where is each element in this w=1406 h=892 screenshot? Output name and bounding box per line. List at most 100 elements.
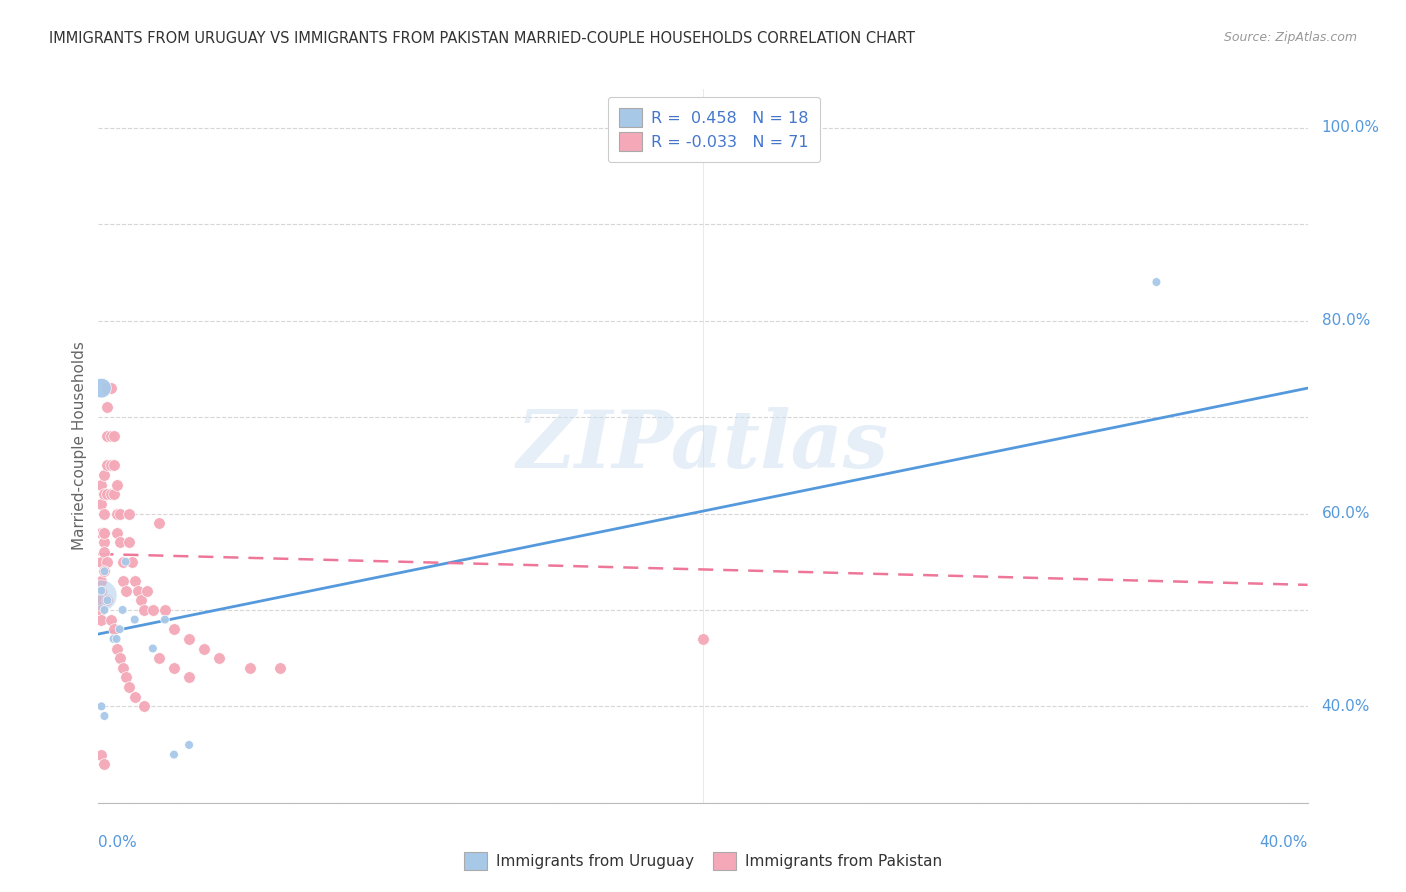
Point bbox=[177, 632, 201, 646]
Point bbox=[177, 738, 201, 752]
Point bbox=[103, 458, 125, 473]
Point bbox=[100, 458, 122, 473]
Text: 40.0%: 40.0% bbox=[1260, 836, 1308, 850]
Point bbox=[96, 487, 118, 501]
Text: 100.0%: 100.0% bbox=[1322, 120, 1379, 136]
Point bbox=[90, 555, 112, 569]
Point bbox=[118, 535, 141, 549]
Point bbox=[129, 593, 152, 607]
Point bbox=[93, 709, 115, 723]
Point bbox=[93, 525, 115, 540]
Point bbox=[105, 641, 128, 656]
Point bbox=[90, 699, 112, 714]
Point bbox=[269, 661, 291, 675]
Point bbox=[96, 458, 118, 473]
Point bbox=[142, 603, 165, 617]
Point bbox=[111, 661, 134, 675]
Point bbox=[111, 603, 134, 617]
Point bbox=[163, 661, 186, 675]
Text: 40.0%: 40.0% bbox=[1322, 698, 1369, 714]
Point bbox=[90, 525, 112, 540]
Point bbox=[121, 555, 143, 569]
Point bbox=[100, 487, 122, 501]
Point bbox=[239, 661, 262, 675]
Point bbox=[105, 477, 128, 491]
Point bbox=[148, 651, 170, 665]
Point bbox=[90, 497, 112, 511]
Point bbox=[692, 632, 714, 646]
Point bbox=[114, 555, 136, 569]
Point bbox=[135, 583, 157, 598]
Point bbox=[111, 555, 134, 569]
Point bbox=[100, 429, 122, 443]
Point bbox=[96, 381, 118, 395]
Point bbox=[108, 622, 131, 636]
Point bbox=[103, 632, 125, 646]
Point bbox=[96, 401, 118, 415]
Point bbox=[90, 583, 112, 598]
Point bbox=[105, 632, 128, 646]
Text: 0.0%: 0.0% bbox=[98, 836, 138, 850]
Text: Source: ZipAtlas.com: Source: ZipAtlas.com bbox=[1223, 31, 1357, 45]
Point bbox=[93, 487, 115, 501]
Point bbox=[103, 487, 125, 501]
Point bbox=[96, 593, 118, 607]
Point bbox=[90, 583, 112, 598]
Point bbox=[96, 429, 118, 443]
Point bbox=[108, 535, 131, 549]
Point bbox=[114, 583, 136, 598]
Point bbox=[124, 613, 146, 627]
Text: 60.0%: 60.0% bbox=[1322, 506, 1369, 521]
Point bbox=[108, 507, 131, 521]
Point bbox=[105, 507, 128, 521]
Point bbox=[90, 613, 112, 627]
Point bbox=[105, 525, 128, 540]
Point bbox=[193, 641, 215, 656]
Point bbox=[118, 507, 141, 521]
Point bbox=[132, 699, 155, 714]
Point bbox=[148, 516, 170, 530]
Point bbox=[90, 603, 112, 617]
Point bbox=[93, 545, 115, 559]
Point bbox=[1144, 275, 1167, 289]
Point bbox=[96, 555, 118, 569]
Point bbox=[124, 574, 146, 588]
Point bbox=[103, 429, 125, 443]
Point bbox=[153, 613, 176, 627]
Point bbox=[142, 641, 165, 656]
Point bbox=[93, 525, 115, 540]
Legend: Immigrants from Uruguay, Immigrants from Pakistan: Immigrants from Uruguay, Immigrants from… bbox=[457, 845, 949, 877]
Point bbox=[96, 593, 118, 607]
Point bbox=[118, 680, 141, 694]
Point bbox=[93, 467, 115, 482]
Point bbox=[114, 670, 136, 684]
Point bbox=[93, 565, 115, 579]
Point bbox=[153, 603, 176, 617]
Point bbox=[90, 593, 112, 607]
Point bbox=[90, 589, 112, 603]
Text: ZIPatlas: ZIPatlas bbox=[517, 408, 889, 484]
Point bbox=[93, 535, 115, 549]
Point bbox=[90, 747, 112, 762]
Point bbox=[90, 574, 112, 588]
Point bbox=[163, 622, 186, 636]
Point bbox=[163, 747, 186, 762]
Point bbox=[111, 574, 134, 588]
Point bbox=[132, 603, 155, 617]
Point bbox=[93, 565, 115, 579]
Point bbox=[100, 613, 122, 627]
Point bbox=[90, 381, 112, 395]
Text: IMMIGRANTS FROM URUGUAY VS IMMIGRANTS FROM PAKISTAN MARRIED-COUPLE HOUSEHOLDS CO: IMMIGRANTS FROM URUGUAY VS IMMIGRANTS FR… bbox=[49, 31, 915, 46]
Point bbox=[100, 381, 122, 395]
Point bbox=[208, 651, 231, 665]
Point bbox=[177, 670, 201, 684]
Point bbox=[93, 507, 115, 521]
Point bbox=[127, 583, 149, 598]
Y-axis label: Married-couple Households: Married-couple Households bbox=[72, 342, 87, 550]
Point bbox=[93, 757, 115, 772]
Point bbox=[108, 651, 131, 665]
Point bbox=[93, 603, 115, 617]
Point bbox=[90, 477, 112, 491]
Point bbox=[103, 622, 125, 636]
Point bbox=[124, 690, 146, 704]
